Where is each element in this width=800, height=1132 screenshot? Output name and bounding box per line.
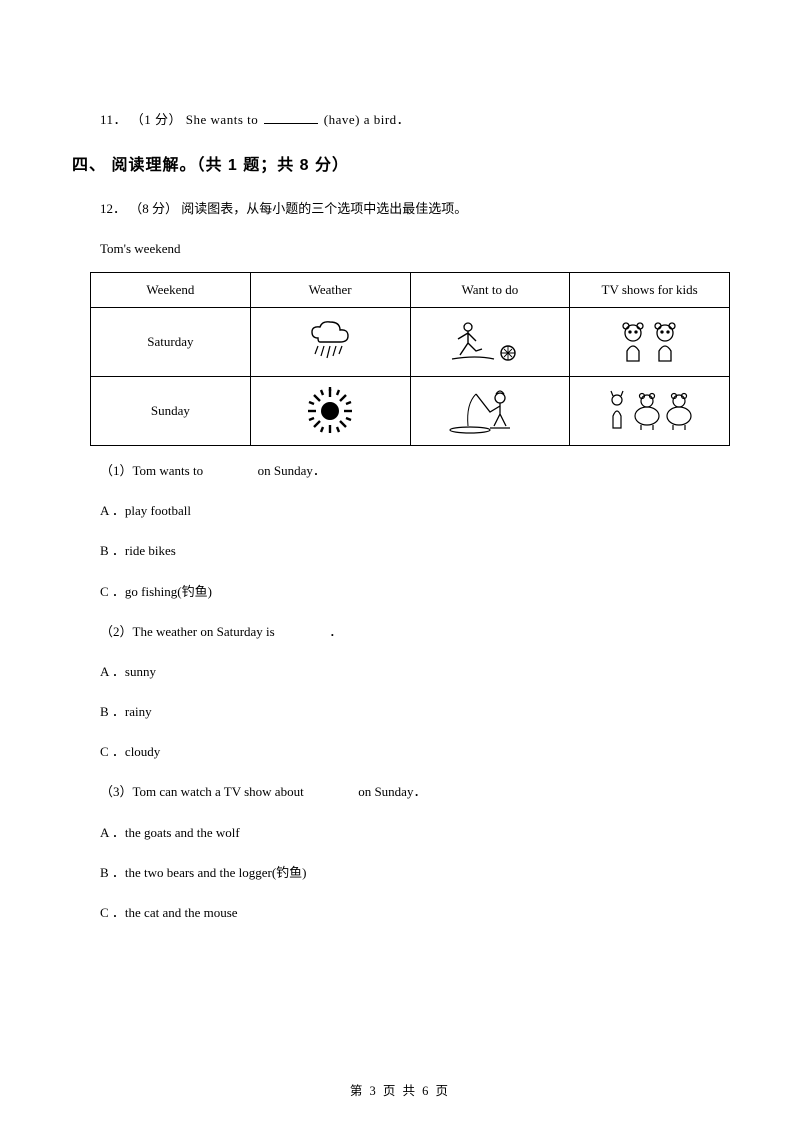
q12-number: 12． <box>100 201 126 216</box>
saturday-weather-cell <box>250 307 410 376</box>
option-1b: B ．ride bikes <box>100 542 728 560</box>
fishing-icon <box>446 386 534 436</box>
q11-number: 11． <box>100 112 127 127</box>
sunday-activity-cell <box>410 376 570 445</box>
sunday-tv-cell <box>570 376 730 445</box>
col-want: Want to do <box>410 272 570 307</box>
subq3-tail: on Sunday． <box>358 784 426 799</box>
page-footer: 第 3 页 共 6 页 <box>0 1083 800 1101</box>
sunday-label: Sunday <box>91 376 251 445</box>
col-weekend: Weekend <box>91 272 251 307</box>
sub-question-1: （1）Tom wants to on Sunday． <box>100 462 728 480</box>
option-1a: A ．play football <box>100 502 728 520</box>
q12-prompt: 阅读图表，从每小题的三个选项中选出最佳选项。 <box>181 201 467 216</box>
section-4-header: 四、 阅读理解。（共 1 题；共 8 分） <box>72 155 728 177</box>
table-title: Tom's weekend <box>100 240 728 258</box>
subq3-text: （3）Tom can watch a TV show about <box>100 784 304 799</box>
cloud-rain-icon <box>300 320 360 364</box>
saturday-tv-cell <box>570 307 730 376</box>
saturday-label: Saturday <box>91 307 251 376</box>
football-icon <box>446 319 534 365</box>
table-row: Sunday <box>91 376 730 445</box>
subq2-tail: ． <box>329 624 342 639</box>
option-1c: C ．go fishing(钓鱼) <box>100 583 728 601</box>
question-11: 11． （1 分） She wants to (have) a bird． <box>100 110 728 129</box>
sun-icon <box>304 385 356 437</box>
col-tvshows: TV shows for kids <box>570 272 730 307</box>
sub-question-3: （3）Tom can watch a TV show about on Sund… <box>100 783 728 801</box>
subq1-tail: on Sunday． <box>258 463 326 478</box>
q11-text2: (have) a bird． <box>324 112 410 127</box>
q12-points: （8 分） <box>129 201 178 216</box>
three-animals-icon <box>603 388 697 434</box>
table-row: Saturday <box>91 307 730 376</box>
q11-points: （1 分） <box>131 112 182 127</box>
page-container: 11． （1 分） She wants to (have) a bird． 四、… <box>0 0 800 1132</box>
question-12-intro: 12． （8 分） 阅读图表，从每小题的三个选项中选出最佳选项。 <box>100 200 728 218</box>
sub-question-2: （2）The weather on Saturday is ． <box>100 623 728 641</box>
option-3a: A ．the goats and the wolf <box>100 824 728 842</box>
weekend-table: Weekend Weather Want to do TV shows for … <box>90 272 730 446</box>
option-2a: A ．sunny <box>100 663 728 681</box>
option-3c: C ．the cat and the mouse <box>100 904 728 922</box>
two-animals-icon <box>611 319 689 365</box>
option-2b: B ．rainy <box>100 703 728 721</box>
table-header-row: Weekend Weather Want to do TV shows for … <box>91 272 730 307</box>
saturday-activity-cell <box>410 307 570 376</box>
subq1-text: （1）Tom wants to <box>100 463 203 478</box>
col-weather: Weather <box>250 272 410 307</box>
option-3b: B ．the two bears and the logger(钓鱼) <box>100 864 728 882</box>
blank-fill-in[interactable] <box>264 110 318 124</box>
subq2-text: （2）The weather on Saturday is <box>100 624 275 639</box>
sunday-weather-cell <box>250 376 410 445</box>
q11-text1: She wants to <box>186 112 262 127</box>
option-2c: C ．cloudy <box>100 743 728 761</box>
